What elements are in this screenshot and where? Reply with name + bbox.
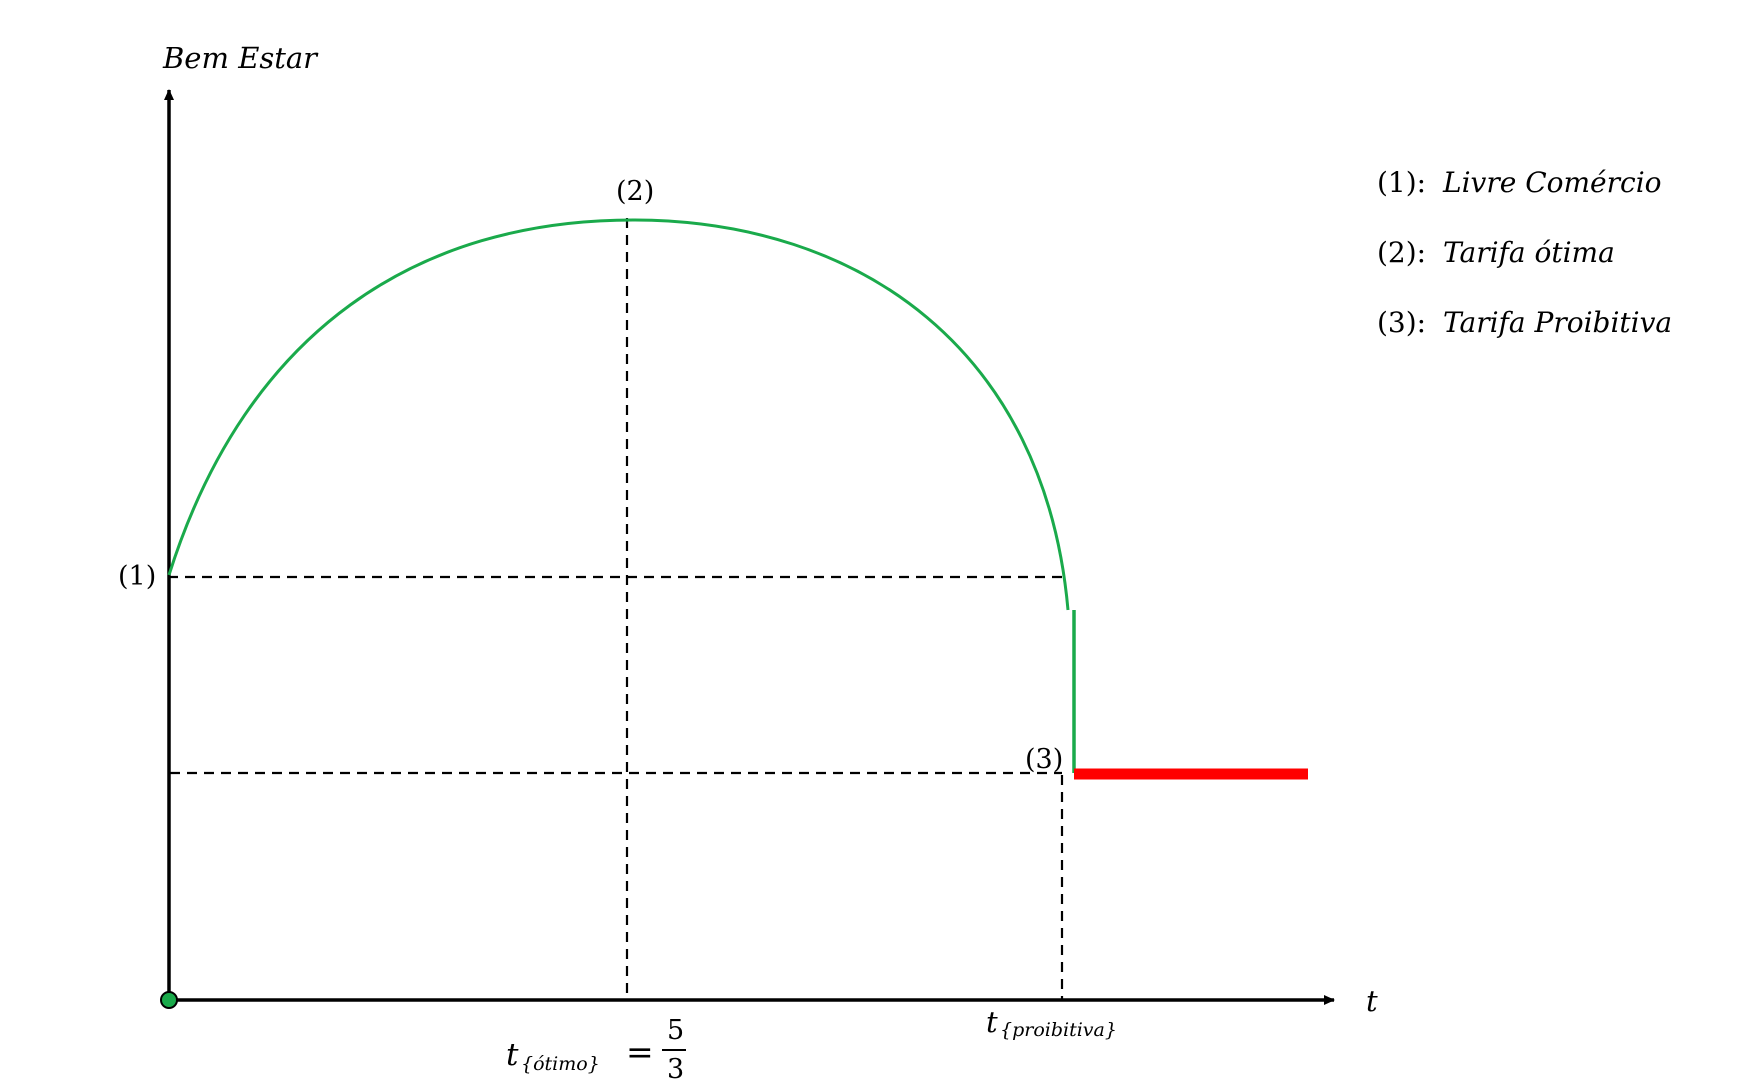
legend: (1): Livre Comércio (2): Tarifa ótima (3…: [1377, 166, 1672, 339]
point-2-label: (2): [616, 176, 654, 207]
t-otimo-equals: =: [626, 1032, 654, 1071]
t-proibitiva-subscript: {proibitiva}: [1000, 1019, 1117, 1041]
t-otimo-numerator: 5: [667, 1015, 684, 1046]
legend-item-tarifa-proibitiva: (3): Tarifa Proibitiva: [1377, 306, 1672, 339]
y-axis-label: Bem Estar: [162, 41, 319, 75]
legend-key: (2):: [1377, 236, 1426, 269]
point-3-label: (3): [1025, 744, 1063, 775]
t-otimo-tick-label: t {ótimo} = 5 3: [506, 1015, 686, 1079]
legend-label: Tarifa Proibitiva: [1443, 306, 1672, 339]
legend-item-livre-comercio: (1): Livre Comércio: [1377, 166, 1662, 199]
legend-item-tarifa-otima: (2): Tarifa ótima: [1377, 236, 1615, 269]
x-axis-label: t: [1366, 984, 1378, 1018]
legend-key: (3):: [1377, 306, 1426, 339]
t-otimo-subscript: {ótimo}: [521, 1053, 600, 1075]
t-proibitiva-symbol: t: [986, 1005, 998, 1039]
t-proibitiva-tick-label: t {proibitiva}: [986, 1005, 1117, 1041]
legend-label: Tarifa ótima: [1443, 236, 1615, 269]
welfare-curve: [167, 218, 1070, 611]
point-1-label: (1): [118, 561, 156, 592]
origin-dot: [160, 991, 178, 1009]
t-otimo-denominator: 3: [667, 1054, 684, 1079]
legend-key: (1):: [1377, 166, 1426, 199]
dashed-guides: [168, 218, 1068, 1000]
t-otimo-symbol: t: [506, 1037, 519, 1073]
legend-label: Livre Comércio: [1442, 166, 1662, 199]
